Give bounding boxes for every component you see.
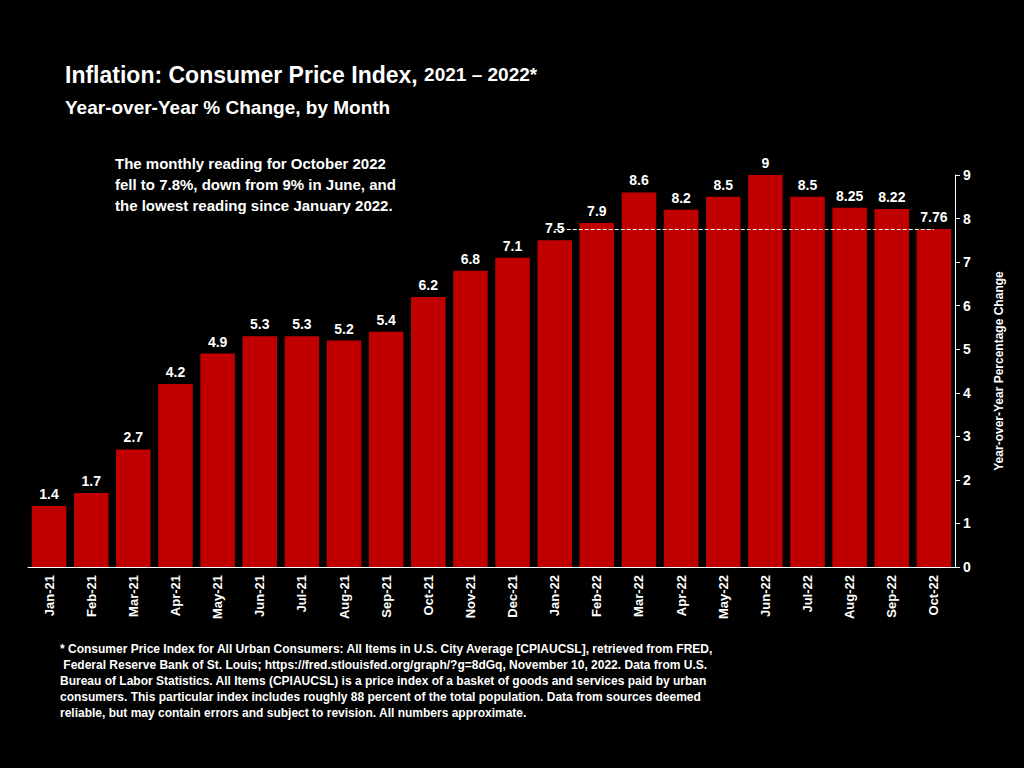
svg-text:6: 6 xyxy=(963,298,971,314)
svg-text:5: 5 xyxy=(963,341,971,357)
svg-text:The monthly reading for Octobe: The monthly reading for October 2022 xyxy=(115,155,390,172)
svg-text:4: 4 xyxy=(963,385,971,401)
svg-text:6.2: 6.2 xyxy=(419,277,439,293)
svg-text:6.8: 6.8 xyxy=(461,251,481,267)
svg-text:7: 7 xyxy=(963,254,971,270)
svg-text:7.76: 7.76 xyxy=(920,209,947,225)
svg-text:Jun-21: Jun-21 xyxy=(252,575,267,617)
svg-text:1.7: 1.7 xyxy=(81,473,101,489)
svg-text:May-22: May-22 xyxy=(716,575,731,619)
svg-text:2.7: 2.7 xyxy=(124,429,144,445)
svg-text:0: 0 xyxy=(963,559,971,575)
svg-text:Mar-22: Mar-22 xyxy=(631,575,646,617)
svg-text:Dec-21: Dec-21 xyxy=(505,575,520,618)
svg-text:Aug-21: Aug-21 xyxy=(337,575,352,619)
svg-text:8.5: 8.5 xyxy=(798,177,818,193)
svg-text:Inflation: Consumer Price Inde: Inflation: Consumer Price Index, xyxy=(65,62,424,88)
svg-text:1.4: 1.4 xyxy=(39,486,59,502)
svg-text:3: 3 xyxy=(963,428,971,444)
svg-text:Bureau of Labor Statistics. Al: Bureau of Labor Statistics. All Items (C… xyxy=(60,674,710,688)
svg-text:7.9: 7.9 xyxy=(587,203,607,219)
svg-text:Jun-22: Jun-22 xyxy=(758,575,773,617)
svg-text:5.3: 5.3 xyxy=(292,316,312,332)
svg-text:Oct-21: Oct-21 xyxy=(421,575,436,615)
svg-text:1: 1 xyxy=(963,515,971,531)
svg-text:Feb-21: Feb-21 xyxy=(84,575,99,617)
svg-text:Mar-21: Mar-21 xyxy=(126,575,141,617)
svg-text:Jan-21: Jan-21 xyxy=(42,575,57,616)
svg-text:9: 9 xyxy=(761,155,769,171)
svg-text:2: 2 xyxy=(963,472,971,488)
svg-text:the lowest reading since Janua: the lowest reading since January 2022. xyxy=(115,197,393,214)
svg-text:4.2: 4.2 xyxy=(166,364,186,380)
svg-text:Apr-22: Apr-22 xyxy=(674,575,689,616)
svg-text:May-21: May-21 xyxy=(210,575,225,619)
svg-text:Year-over-Year Percentage Chan: Year-over-Year Percentage Change xyxy=(992,271,1006,471)
svg-text:Jan-22: Jan-22 xyxy=(547,575,562,616)
svg-text:Apr-21: Apr-21 xyxy=(168,575,183,616)
svg-text:9: 9 xyxy=(963,167,971,183)
svg-text:8.2: 8.2 xyxy=(671,190,691,206)
svg-text:5.3: 5.3 xyxy=(250,316,270,332)
svg-text:consumers. This particular ind: consumers. This particular index include… xyxy=(60,690,704,704)
svg-text:Sep-22: Sep-22 xyxy=(884,575,899,618)
svg-text:8: 8 xyxy=(963,211,971,227)
svg-text:7.1: 7.1 xyxy=(503,238,523,254)
svg-text:5.4: 5.4 xyxy=(376,312,396,328)
svg-text:7.5: 7.5 xyxy=(545,220,565,236)
svg-text:Jul-22: Jul-22 xyxy=(800,575,815,613)
svg-text:Oct-22: Oct-22 xyxy=(926,575,941,615)
svg-text:8.5: 8.5 xyxy=(714,177,734,193)
svg-text:Nov-21: Nov-21 xyxy=(463,575,478,618)
svg-text:* Consumer Price Index for All: * Consumer Price Index for All Urban Con… xyxy=(60,642,712,656)
svg-text:Federal Reserve Bank of St. Lo: Federal Reserve Bank of St. Louis; https… xyxy=(60,658,710,672)
svg-text:Year-over-Year % Change, by Mo: Year-over-Year % Change, by Month xyxy=(65,97,390,118)
svg-text:2021 – 2022*: 2021 – 2022* xyxy=(424,64,538,85)
svg-text:4.9: 4.9 xyxy=(208,334,228,350)
svg-text:Feb-22: Feb-22 xyxy=(589,575,604,617)
svg-text:Aug-22: Aug-22 xyxy=(842,575,857,619)
svg-text:5.2: 5.2 xyxy=(334,321,354,337)
svg-text:Jul-21: Jul-21 xyxy=(294,575,309,613)
svg-text:8.22: 8.22 xyxy=(878,189,905,205)
svg-text:fell to 7.8%, down from 9% in: fell to 7.8%, down from 9% in June, and xyxy=(115,176,400,193)
svg-text:8.25: 8.25 xyxy=(836,188,863,204)
svg-text:reliable, but may contain erro: reliable, but may contain errors and sub… xyxy=(60,706,526,720)
svg-text:8.6: 8.6 xyxy=(629,172,649,188)
svg-text:Sep-21: Sep-21 xyxy=(379,575,394,618)
